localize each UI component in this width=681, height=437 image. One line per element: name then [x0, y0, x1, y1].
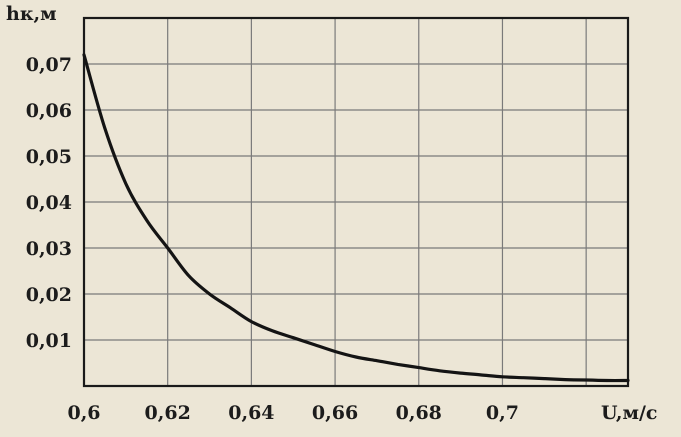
y-tick-label: 0,03: [26, 238, 72, 260]
y-tick-label: 0,07: [26, 54, 72, 76]
y-axis-label: hк,м: [6, 3, 57, 25]
x-tick-labels: 0,6 0,62 0,64 0,66 0,68 0,7: [67, 402, 519, 424]
x-tick-label: 0,68: [396, 402, 442, 424]
y-tick-label: 0,02: [26, 284, 72, 306]
series-line: [82, 53, 630, 383]
series-layer: [82, 53, 630, 383]
y-tick-label: 0,04: [26, 192, 72, 214]
plot-border: [82, 16, 630, 388]
y-tick-label: 0,06: [26, 100, 72, 122]
x-tick-label: 0,6: [67, 402, 100, 424]
x-tick-label: 0,7: [486, 402, 519, 424]
grid: [84, 18, 628, 386]
x-tick-label: 0,64: [228, 402, 274, 424]
x-axis-label: U,м/с: [601, 402, 657, 424]
plot-frame: [82, 16, 630, 388]
y-tick-label: 0,05: [26, 146, 72, 168]
x-tick-label: 0,66: [312, 402, 358, 424]
y-tick-labels: 0,01 0,02 0,03 0,04 0,05 0,06 0,07: [26, 54, 72, 352]
y-tick-label: 0,01: [26, 330, 72, 352]
x-tick-label: 0,62: [145, 402, 191, 424]
